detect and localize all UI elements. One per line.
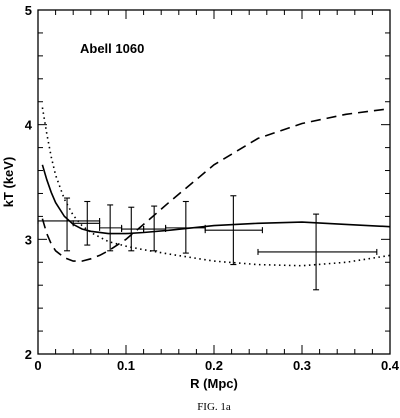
y-axis-label: kT (keV) [1,157,16,208]
data-point [204,195,263,266]
data-point [72,200,101,246]
x-axis-label: R (Mpc) [190,376,238,391]
y-tick-label: 2 [25,347,32,362]
y-tick-label: 5 [25,3,32,18]
data-point [257,213,378,291]
cluster-annotation: Abell 1060 [80,41,144,56]
plot-frame [37,9,391,355]
figure-caption: FIG. 1a [197,401,231,413]
dotted-model-curve [41,107,391,267]
y-tick-label: 4 [25,118,33,133]
tick-labels: 0 0.1 0.2 0.3 0.4 2 3 4 5 [25,3,400,373]
x-tick-label: 0.4 [381,358,400,373]
data-points [37,195,378,291]
data-point [121,206,145,252]
x-tick-label: 0.1 [117,358,135,373]
x-tick-label: 0.2 [205,358,223,373]
x-tick-label: 0 [34,358,41,373]
data-point [143,205,167,252]
x-tick-label: 0.3 [293,358,311,373]
solid-model-curve [41,164,391,235]
axis-ticks [37,9,391,355]
y-tick-label: 3 [25,232,32,247]
dashed-model-curve [41,107,391,262]
data-point [37,197,101,252]
model-curves [41,107,391,267]
